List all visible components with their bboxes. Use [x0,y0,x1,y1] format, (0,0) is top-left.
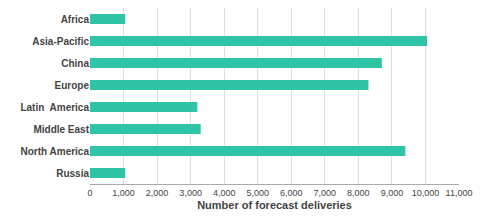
svg-text:China: China [61,58,89,69]
svg-text:North America: North America [20,146,89,157]
svg-text:2,000: 2,000 [146,188,169,198]
svg-text:Europe: Europe [55,80,90,91]
svg-text:3,000: 3,000 [179,188,202,198]
svg-text:11,000: 11,000 [446,188,473,198]
svg-text:0: 0 [87,188,92,198]
svg-text:8,000: 8,000 [347,188,370,198]
svg-text:4,000: 4,000 [213,188,236,198]
svg-text:Russia: Russia [56,168,89,179]
svg-text:Latin America: Latin America [20,102,89,113]
svg-text:9,000: 9,000 [381,188,404,198]
svg-text:6,000: 6,000 [280,188,303,198]
svg-text:5,000: 5,000 [246,188,269,198]
svg-text:Africa: Africa [61,14,90,25]
svg-text:Number of forecast deliveries: Number of forecast deliveries [197,199,352,211]
svg-text:1,000: 1,000 [112,188,135,198]
svg-text:7,000: 7,000 [314,188,337,198]
svg-text:Middle East: Middle East [33,124,89,135]
svg-text:Asia-Pacific: Asia-Pacific [32,36,89,47]
svg-text:10,000: 10,000 [412,188,440,198]
